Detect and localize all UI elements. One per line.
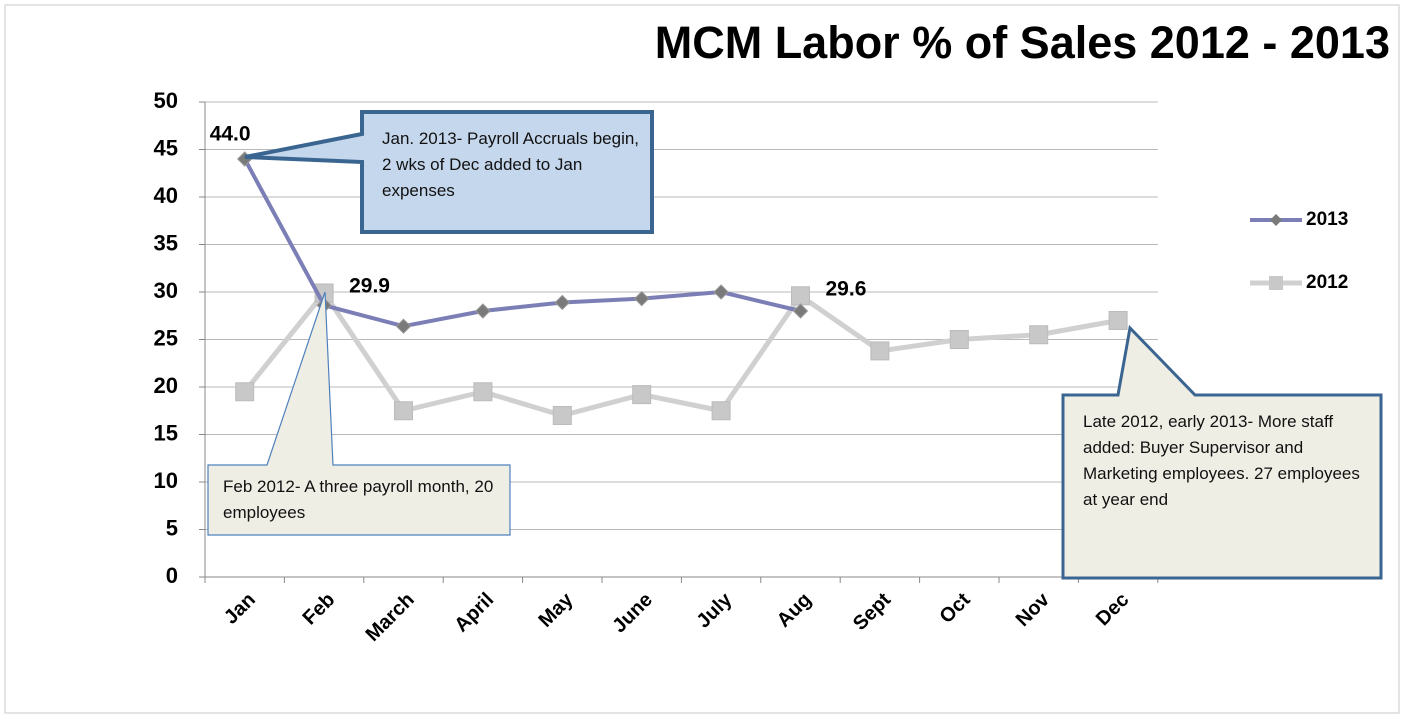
callout-box [207, 291, 511, 536]
annotation: Jan. 2013- Payroll Accruals begin, 2 wks… [382, 129, 640, 200]
marker-diamond [713, 284, 729, 300]
marker-diamond [475, 303, 491, 319]
data-label: 44.0 [210, 123, 251, 146]
y-tick-label: 10 [154, 468, 178, 493]
annotation: Late 2012, early 2013- More staff added:… [1083, 412, 1360, 509]
chart-border [4, 4, 1400, 714]
marker-square [1029, 325, 1049, 345]
legend-label: 2013 [1306, 209, 1348, 230]
y-tick-label: 20 [154, 373, 178, 398]
marker-diamond [554, 294, 571, 311]
marker-diamond [792, 303, 809, 319]
marker-square [870, 341, 890, 361]
marker-square [791, 286, 810, 306]
y-tick-label: 35 [154, 230, 178, 255]
chart-title: MCM Labor % of Sales 2012 - 2013 [655, 17, 1390, 68]
series-line [242, 158, 801, 329]
y-tick-label: 5 [166, 515, 178, 540]
marker-square [235, 382, 255, 402]
y-tick-label: 30 [154, 278, 178, 303]
y-tick-label: 15 [154, 420, 178, 445]
marker-diamond [633, 290, 650, 307]
legend-marker [1270, 214, 1282, 226]
annotation: Feb 2012- A three payroll month, 20 empl… [223, 477, 494, 522]
y-tick-label: 50 [154, 88, 178, 113]
y-tick-label: 25 [154, 325, 178, 350]
legend-label: 2012 [1306, 272, 1348, 293]
legend-marker [1269, 276, 1283, 290]
marker-square [1108, 311, 1128, 330]
marker-square [394, 401, 413, 421]
data-label: 29.9 [349, 274, 390, 297]
marker-square [552, 406, 572, 425]
marker-square [473, 382, 493, 402]
callout-box [1061, 324, 1383, 580]
series-line [242, 290, 1119, 418]
data-label: 29.6 [826, 277, 867, 300]
y-tick-label: 40 [154, 183, 178, 208]
callout-box [244, 110, 654, 234]
marker-square [632, 385, 652, 405]
y-tick-label: 0 [166, 563, 178, 588]
marker-square [711, 401, 731, 421]
y-tick-label: 45 [154, 135, 178, 160]
marker-square [949, 330, 969, 349]
marker-diamond [395, 318, 412, 334]
